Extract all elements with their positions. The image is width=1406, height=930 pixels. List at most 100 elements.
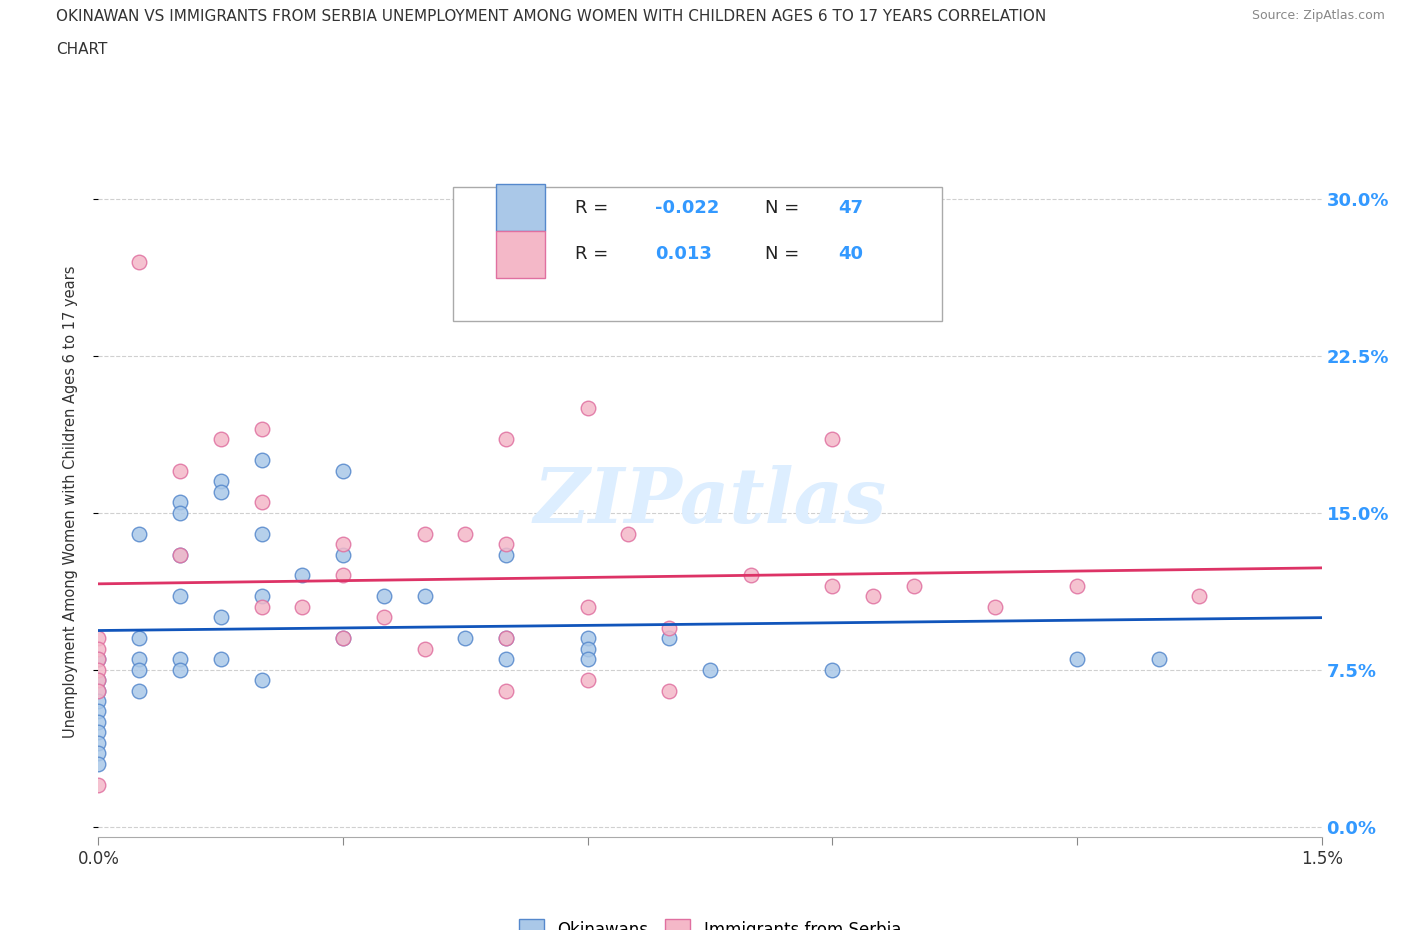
Point [87,714,110,729]
Point [821,662,844,677]
Point [169,505,191,520]
Point [209,610,232,625]
Point [658,631,681,645]
FancyBboxPatch shape [496,184,546,231]
Point [128,631,150,645]
Text: R =: R = [575,199,614,217]
Point [87,694,110,709]
Point [332,568,354,583]
Point [128,662,150,677]
Point [87,672,110,687]
Point [291,600,314,615]
Legend: Okinawans, Immigrants from Serbia: Okinawans, Immigrants from Serbia [513,912,907,930]
Point [169,495,191,510]
Point [413,642,436,657]
Point [495,631,517,645]
Point [495,652,517,667]
Point [87,683,110,698]
Point [821,578,844,593]
Point [576,642,599,657]
Point [862,589,884,604]
Point [903,578,925,593]
Point [128,652,150,667]
Point [821,432,844,447]
Point [373,589,395,604]
Point [250,672,273,687]
Point [87,736,110,751]
Point [332,537,354,551]
Point [1188,589,1211,604]
Point [495,547,517,562]
Y-axis label: Unemployment Among Women with Children Ages 6 to 17 years: Unemployment Among Women with Children A… [63,266,77,738]
Point [87,672,110,687]
Point [495,631,517,645]
FancyBboxPatch shape [453,188,942,322]
Point [250,526,273,541]
Text: OKINAWAN VS IMMIGRANTS FROM SERBIA UNEMPLOYMENT AMONG WOMEN WITH CHILDREN AGES 6: OKINAWAN VS IMMIGRANTS FROM SERBIA UNEMP… [56,9,1046,24]
Point [209,485,232,499]
Point [658,620,681,635]
Point [658,683,681,698]
Point [169,547,191,562]
Point [87,683,110,698]
Point [332,547,354,562]
Point [128,683,150,698]
Point [87,777,110,792]
Point [413,526,436,541]
Point [576,600,599,615]
Point [250,600,273,615]
Text: -0.022: -0.022 [655,199,720,217]
Point [169,547,191,562]
Point [576,631,599,645]
Text: 40: 40 [838,246,863,263]
Point [87,642,110,657]
Text: 0.013: 0.013 [655,246,711,263]
Point [1066,652,1088,667]
Point [87,746,110,761]
Point [169,662,191,677]
Point [87,631,110,645]
Text: 47: 47 [838,199,863,217]
FancyBboxPatch shape [496,231,546,278]
Point [250,453,273,468]
Point [332,463,354,478]
Point [87,704,110,719]
Point [1147,652,1170,667]
Point [413,589,436,604]
Point [209,432,232,447]
Point [332,631,354,645]
Point [87,652,110,667]
Point [984,600,1007,615]
Point [617,526,640,541]
Point [87,725,110,740]
Text: N =: N = [765,246,806,263]
Point [332,631,354,645]
Text: CHART: CHART [56,42,108,57]
Point [250,589,273,604]
Point [87,756,110,771]
Point [169,589,191,604]
Point [454,526,477,541]
Point [495,537,517,551]
Point [209,474,232,489]
Point [87,662,110,677]
Point [1066,578,1088,593]
Point [128,526,150,541]
Text: R =: R = [575,246,614,263]
Point [495,683,517,698]
Point [291,568,314,583]
Point [169,463,191,478]
Point [576,401,599,416]
Text: ZIPatlas: ZIPatlas [533,465,887,539]
Text: N =: N = [765,199,806,217]
Point [250,495,273,510]
Point [209,652,232,667]
Point [699,662,721,677]
Point [495,432,517,447]
Point [576,672,599,687]
Point [250,421,273,436]
Point [87,652,110,667]
Text: Source: ZipAtlas.com: Source: ZipAtlas.com [1251,9,1385,22]
Point [576,652,599,667]
Point [454,631,477,645]
